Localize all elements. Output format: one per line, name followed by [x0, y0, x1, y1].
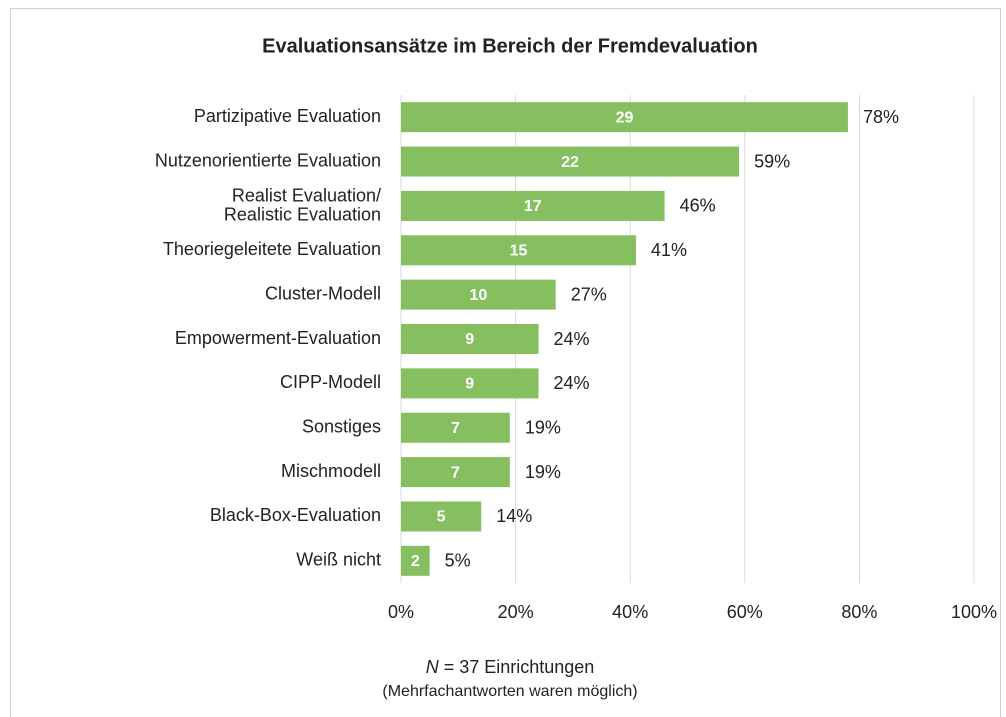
bar — [401, 235, 636, 266]
value-label: 24% — [554, 373, 590, 393]
bar — [401, 146, 740, 177]
x-tick-label: 0% — [388, 602, 414, 622]
count-label: 5 — [437, 509, 446, 526]
y-tick-label: Empowerment-Evaluation — [175, 328, 381, 348]
x-tick-label: 80% — [841, 602, 877, 622]
y-tick-label: Weiß nicht — [296, 550, 381, 570]
count-label: 17 — [524, 198, 542, 215]
x-tick-label: 60% — [727, 602, 763, 622]
count-label: 7 — [451, 420, 460, 437]
value-label: 27% — [571, 284, 607, 304]
y-tick-label: Nutzenorientierte Evaluation — [155, 150, 381, 170]
y-tick-label: Theoriegeleitete Evaluation — [163, 239, 381, 259]
bar — [401, 412, 510, 443]
value-label: 46% — [680, 196, 716, 216]
note-text: = 37 Einrichtungen — [444, 657, 595, 677]
bar — [401, 501, 482, 532]
y-tick-label: Realist Evaluation/Realistic Evaluation — [224, 185, 381, 224]
y-tick-label: Mischmodell — [281, 461, 381, 481]
y-tick-label: Cluster-Modell — [265, 283, 381, 303]
bar — [401, 102, 848, 133]
y-tick-label: Black-Box-Evaluation — [210, 505, 381, 525]
value-label: 19% — [525, 462, 561, 482]
value-label: 19% — [525, 417, 561, 437]
value-label: 59% — [754, 151, 790, 171]
value-label: 14% — [496, 506, 532, 526]
count-label: 7 — [451, 464, 460, 481]
chart-title: Evaluationsansätze im Bereich der Fremde… — [262, 35, 758, 57]
value-label: 5% — [445, 551, 471, 571]
x-tick-label: 100% — [951, 602, 997, 622]
count-label: 9 — [465, 331, 474, 348]
note-symbol: N — [426, 657, 440, 677]
count-label: 9 — [465, 376, 474, 393]
y-tick-label: CIPP-Modell — [280, 372, 381, 392]
count-label: 2 — [411, 553, 420, 570]
value-label: 24% — [554, 329, 590, 349]
value-label: 41% — [651, 240, 687, 260]
note: N = 37 Einrichtungen — [426, 657, 595, 677]
subnote: (Mehrfachantworten waren möglich) — [382, 683, 637, 700]
x-tick-label: 40% — [612, 602, 648, 622]
x-tick-label: 20% — [498, 602, 534, 622]
bar — [401, 279, 556, 310]
bar — [401, 545, 430, 576]
count-label: 22 — [561, 154, 579, 171]
bar — [401, 324, 539, 354]
bar — [401, 190, 665, 221]
bar — [401, 457, 510, 488]
y-tick-label: Partizipative Evaluation — [194, 106, 381, 126]
count-label: 29 — [616, 109, 634, 126]
bar — [401, 368, 539, 399]
count-label: 15 — [510, 242, 528, 259]
count-label: 10 — [469, 287, 487, 304]
y-tick-label: Sonstiges — [302, 416, 381, 436]
value-label: 78% — [863, 107, 899, 127]
